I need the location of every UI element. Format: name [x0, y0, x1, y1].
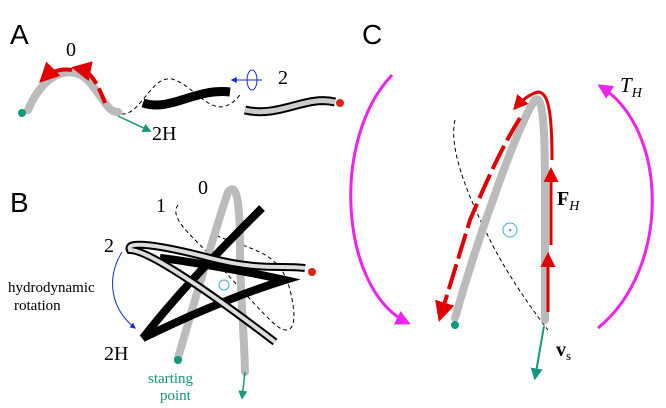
figure: A 0 2H 2 B 0 1 2 2H hydrodynamic rotatio — [0, 0, 666, 408]
filament — [455, 99, 545, 320]
symbol: vs — [556, 339, 571, 363]
velocity-arrow — [242, 372, 245, 398]
torque-arrow — [351, 75, 408, 323]
filament-2h — [143, 92, 230, 105]
center — [219, 280, 229, 290]
panel-label: C — [362, 19, 382, 50]
filament-label: 0 — [66, 39, 76, 61]
end-dot — [336, 99, 344, 107]
rotation-arrow — [113, 252, 135, 328]
annotation: starting — [148, 371, 193, 387]
filament-label: 2 — [278, 67, 288, 89]
filament-label: 2H — [104, 343, 128, 365]
start-dot — [451, 321, 459, 329]
panel-b: B 0 1 2 2H hydrodynamic rotation startin… — [8, 177, 316, 404]
panel-a: A 0 2H 2 — [10, 19, 344, 145]
velocity-arrow — [535, 326, 544, 378]
filament-label: 0 — [198, 177, 208, 199]
filament-label: 2H — [152, 123, 176, 145]
end-dot — [308, 268, 316, 276]
dashed-path — [115, 79, 240, 114]
annotation: hydrodynamic — [8, 280, 95, 296]
annotation: point — [160, 388, 192, 404]
panel-label: B — [10, 187, 29, 218]
start-dot — [18, 109, 26, 117]
symbol: FH — [557, 188, 580, 214]
panel-c: C TH FH vs — [351, 19, 652, 378]
filament-label: 1 — [156, 195, 166, 217]
center — [509, 229, 512, 232]
start-dot — [174, 356, 182, 364]
torque-arrow — [598, 86, 652, 328]
symbol: TH — [620, 73, 643, 101]
filament-label: 2 — [104, 235, 114, 257]
annotation: rotation — [14, 298, 61, 314]
velocity-arrow — [118, 116, 150, 131]
panel-label: A — [10, 19, 29, 50]
